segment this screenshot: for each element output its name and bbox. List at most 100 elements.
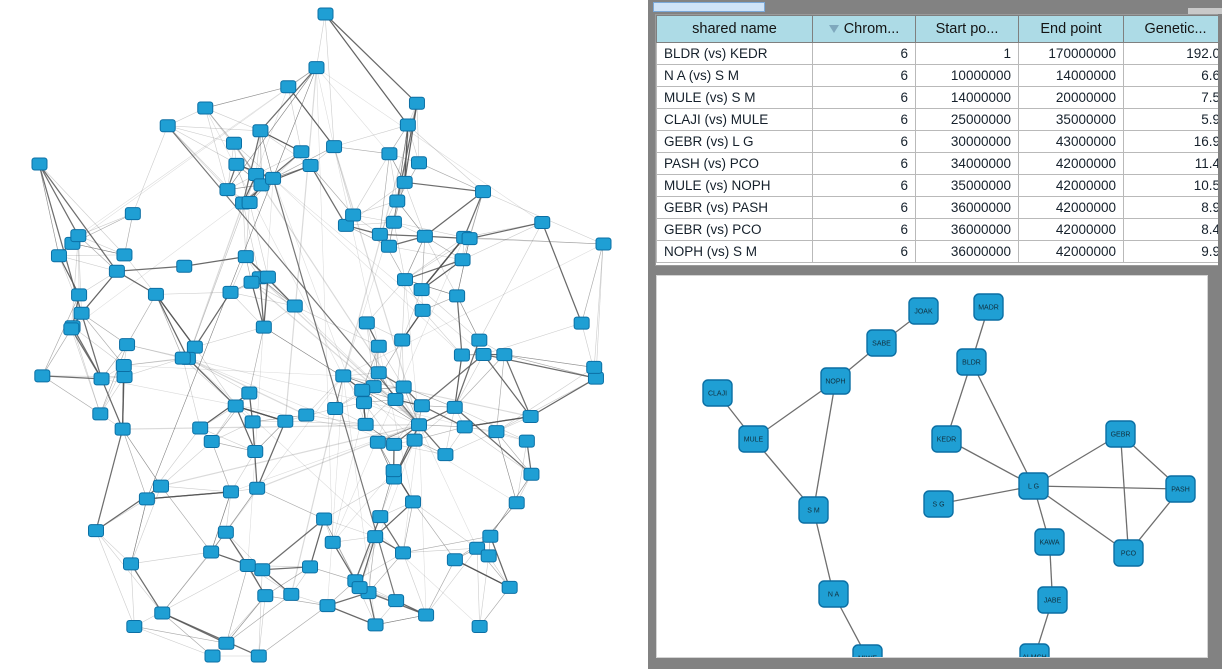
subnetwork-node-sabe[interactable]: SABE <box>866 329 897 357</box>
large-network-node[interactable] <box>369 435 386 449</box>
large-network-node[interactable] <box>298 408 315 422</box>
large-network-node[interactable] <box>357 417 374 431</box>
subnetwork-edge[interactable] <box>1119 433 1130 554</box>
large-network-node[interactable] <box>247 445 264 459</box>
large-network-node[interactable] <box>222 285 239 299</box>
large-network-node[interactable] <box>204 649 221 663</box>
large-network-node[interactable] <box>250 649 267 663</box>
large-network-node[interactable] <box>461 232 478 246</box>
large-network-node[interactable] <box>255 320 272 334</box>
subnetwork-node-madr[interactable]: MADR <box>973 293 1004 321</box>
large-network-node[interactable] <box>446 400 463 414</box>
large-network-node[interactable] <box>475 185 492 199</box>
large-network-node[interactable] <box>453 348 470 362</box>
large-network-node[interactable] <box>186 340 203 354</box>
large-network-node[interactable] <box>114 422 131 436</box>
large-network-node[interactable] <box>482 529 499 543</box>
large-network-node[interactable] <box>355 396 372 410</box>
large-network-node[interactable] <box>354 383 371 397</box>
large-network-node[interactable] <box>50 249 67 263</box>
large-network-node[interactable] <box>367 618 384 632</box>
subnetwork-node-noph[interactable]: NOPH <box>820 367 851 395</box>
large-network-node[interactable] <box>413 399 430 413</box>
large-network-node[interactable] <box>108 264 125 278</box>
large-network-node[interactable] <box>380 239 397 253</box>
large-network-node[interactable] <box>228 157 245 171</box>
subnetwork-edge[interactable] <box>812 380 837 511</box>
large-network-node[interactable] <box>203 435 220 449</box>
subnetwork-node-miwe[interactable]: MIWE <box>852 644 883 657</box>
large-network-node[interactable] <box>573 316 590 330</box>
large-network-node[interactable] <box>488 425 505 439</box>
large-network-node[interactable] <box>119 338 136 352</box>
scrollbar-track-segment[interactable] <box>1188 8 1222 14</box>
large-network-node[interactable] <box>367 530 384 544</box>
large-network-node[interactable] <box>203 545 220 559</box>
large-network-node[interactable] <box>587 371 604 385</box>
large-network-node[interactable] <box>227 399 244 413</box>
subnetwork-node-pco[interactable]: PCO <box>1113 539 1144 567</box>
subnetwork-canvas[interactable]: CLAJI MULE NOPH SABE JOAK S M N A MIWE MADR BLDR K… <box>657 276 1207 657</box>
large-network-node[interactable] <box>252 124 269 138</box>
large-network-node[interactable] <box>480 549 497 563</box>
large-network-node[interactable] <box>327 401 344 415</box>
large-network-node[interactable] <box>416 229 433 243</box>
large-network-node[interactable] <box>370 339 387 353</box>
large-network-node[interactable] <box>249 481 266 495</box>
large-network-node[interactable] <box>123 557 140 571</box>
large-network-node[interactable] <box>317 7 334 21</box>
large-network-node[interactable] <box>116 248 133 262</box>
large-network-node[interactable] <box>316 512 333 526</box>
subnetwork-node-pash[interactable]: PASH <box>1165 475 1196 503</box>
large-network-node[interactable] <box>154 606 171 620</box>
subnetwork-edge[interactable] <box>938 485 1034 505</box>
large-network-node[interactable] <box>522 410 539 424</box>
large-network-node[interactable] <box>73 306 90 320</box>
large-network-node[interactable] <box>293 145 310 159</box>
horizontal-scrollbar-thumb[interactable] <box>653 2 765 12</box>
large-network-node[interactable] <box>324 535 341 549</box>
large-network-node[interactable] <box>386 437 403 451</box>
large-network-node[interactable] <box>241 195 258 209</box>
subnetwork-node-kawa[interactable]: KAWA <box>1034 528 1065 556</box>
large-network-node[interactable] <box>116 370 133 384</box>
subnetwork-node-na[interactable]: N A <box>818 580 849 608</box>
large-network-node[interactable] <box>388 594 405 608</box>
subnetwork-edge[interactable] <box>1033 485 1129 554</box>
table-row[interactable]: BLDR (vs) KEDR 6 1 170000000 192.0 <box>656 42 1218 65</box>
subnetwork-node-sm[interactable]: S M <box>798 496 829 524</box>
subnetwork-node-kedr[interactable]: KEDR <box>931 425 962 453</box>
subnetwork-edge[interactable] <box>1033 485 1181 490</box>
large-network-node[interactable] <box>586 360 603 374</box>
large-network-node[interactable] <box>534 215 551 229</box>
large-network-node[interactable] <box>410 418 427 432</box>
large-network-node[interactable] <box>93 372 110 386</box>
subnetwork-edge[interactable] <box>970 361 1035 487</box>
large-network-node[interactable] <box>280 80 297 94</box>
large-network-node[interactable] <box>34 369 51 383</box>
large-network-node[interactable] <box>219 183 236 197</box>
subnetwork-view[interactable]: CLAJI MULE NOPH SABE JOAK S M N A MIWE MADR BLDR K… <box>656 275 1208 658</box>
column-header-shared-name[interactable]: shared name <box>656 15 813 43</box>
large-network-node[interactable] <box>217 525 234 539</box>
large-network-node[interactable] <box>449 289 466 303</box>
large-network-node[interactable] <box>241 386 258 400</box>
large-network-node[interactable] <box>410 156 427 170</box>
large-network-node[interactable] <box>508 496 525 510</box>
large-network-node[interactable] <box>197 101 214 115</box>
subnetwork-node-gebr[interactable]: GEBR <box>1105 420 1136 448</box>
large-network-node[interactable] <box>454 253 471 267</box>
large-network-node[interactable] <box>469 541 486 555</box>
large-network-node[interactable] <box>192 421 209 435</box>
large-network-node[interactable] <box>414 303 431 317</box>
large-network-node[interactable] <box>397 273 414 287</box>
large-network-node[interactable] <box>345 208 362 222</box>
large-network-node[interactable] <box>254 563 271 577</box>
large-network-node[interactable] <box>286 299 303 313</box>
large-network-node[interactable] <box>147 287 164 301</box>
large-network-node[interactable] <box>115 358 132 372</box>
large-network-node[interactable] <box>138 492 155 506</box>
large-network-node[interactable] <box>243 275 260 289</box>
